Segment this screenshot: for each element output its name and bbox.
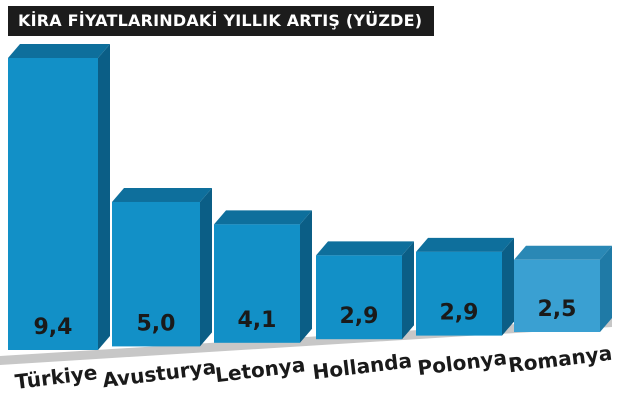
bar-side-letonya xyxy=(300,210,312,343)
bar-front-romanya xyxy=(514,259,600,332)
bar-front-letonya xyxy=(214,224,300,343)
bar-top-letonya xyxy=(214,210,312,225)
category-label-letonya: Letonya xyxy=(214,352,307,387)
bar-polonya xyxy=(416,237,514,336)
bar-side-avusturya xyxy=(200,187,212,347)
bar-front-polonya xyxy=(416,251,502,336)
bar-top-avusturya xyxy=(112,187,212,202)
bar-side-turkiye xyxy=(98,44,110,350)
category-label-avusturya: Avusturya xyxy=(101,355,217,393)
category-label-polonya: Polonya xyxy=(416,345,508,380)
value-label-polonya: 2,9 xyxy=(440,301,479,326)
bar-front-turkiye xyxy=(8,58,98,350)
bar-top-polonya xyxy=(416,237,514,252)
value-label-letonya: 4,1 xyxy=(238,308,277,333)
bar-romanya xyxy=(514,245,612,332)
chart-title: KİRA FİYATLARINDAKİ YILLIK ARTIŞ (YÜZDE) xyxy=(8,6,435,36)
bar-side-romanya xyxy=(600,245,612,332)
bar-side-hollanda xyxy=(402,241,414,340)
category-label-romanya: Romanya xyxy=(507,341,613,378)
bar-top-hollanda xyxy=(316,241,414,256)
value-label-turkiye: 9,4 xyxy=(34,315,73,340)
bar-front-avusturya xyxy=(112,201,200,347)
bar-turkiye xyxy=(8,44,110,350)
bar-hollanda xyxy=(316,241,414,340)
value-label-avusturya: 5,0 xyxy=(137,311,176,336)
category-label-turkiye: Türkiye xyxy=(14,360,99,394)
bar-letonya xyxy=(214,210,312,343)
bar-top-romanya xyxy=(514,245,612,260)
value-label-hollanda: 2,9 xyxy=(340,304,379,329)
bar-side-polonya xyxy=(502,237,514,336)
category-label-hollanda: Hollanda xyxy=(311,348,413,384)
bar-top-turkiye xyxy=(8,44,110,58)
bar-front-hollanda xyxy=(316,255,402,340)
value-label-romanya: 2,5 xyxy=(538,297,577,322)
bar-avusturya xyxy=(112,187,212,347)
